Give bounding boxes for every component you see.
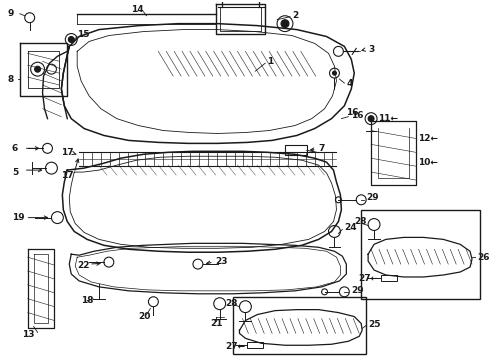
Text: 17: 17	[61, 171, 74, 180]
Text: 28: 28	[225, 299, 238, 308]
Bar	[381, 275, 397, 281]
Text: 16: 16	[346, 108, 359, 117]
Text: 3: 3	[368, 45, 374, 54]
Text: 6: 6	[12, 144, 18, 153]
Text: 24: 24	[344, 223, 357, 232]
Circle shape	[281, 20, 289, 28]
Text: 11←: 11←	[378, 114, 398, 123]
Text: 14: 14	[131, 5, 143, 14]
Text: 7: 7	[318, 144, 325, 153]
Text: 21: 21	[210, 319, 222, 328]
Bar	[233, 297, 366, 354]
Text: 22: 22	[77, 261, 90, 270]
Text: 2: 2	[292, 11, 298, 20]
Text: 25: 25	[368, 320, 381, 329]
Text: 17: 17	[61, 148, 74, 157]
Text: 9: 9	[8, 9, 14, 18]
Text: 29: 29	[366, 193, 379, 202]
Text: 20: 20	[139, 312, 151, 321]
Text: 12←: 12←	[417, 134, 438, 143]
Bar	[247, 342, 263, 348]
Text: 29: 29	[351, 286, 364, 295]
Text: 13: 13	[22, 330, 34, 339]
Text: 4: 4	[346, 78, 353, 87]
Circle shape	[35, 66, 41, 72]
Text: 8: 8	[8, 75, 14, 84]
Text: 26: 26	[477, 253, 490, 262]
Bar	[361, 210, 480, 299]
Text: 5: 5	[12, 168, 18, 177]
Text: 16: 16	[351, 111, 364, 120]
Circle shape	[333, 71, 337, 75]
Bar	[285, 145, 307, 155]
Text: 27←: 27←	[225, 342, 246, 351]
Circle shape	[68, 36, 74, 42]
Text: 15: 15	[77, 30, 90, 39]
Circle shape	[368, 116, 374, 122]
Text: 19: 19	[12, 213, 24, 222]
Text: 10←: 10←	[417, 158, 438, 167]
Text: 23: 23	[216, 257, 228, 266]
Text: 18: 18	[81, 296, 94, 305]
Text: 1: 1	[267, 57, 273, 66]
Text: 27←: 27←	[358, 274, 378, 283]
Text: 28: 28	[354, 217, 367, 226]
